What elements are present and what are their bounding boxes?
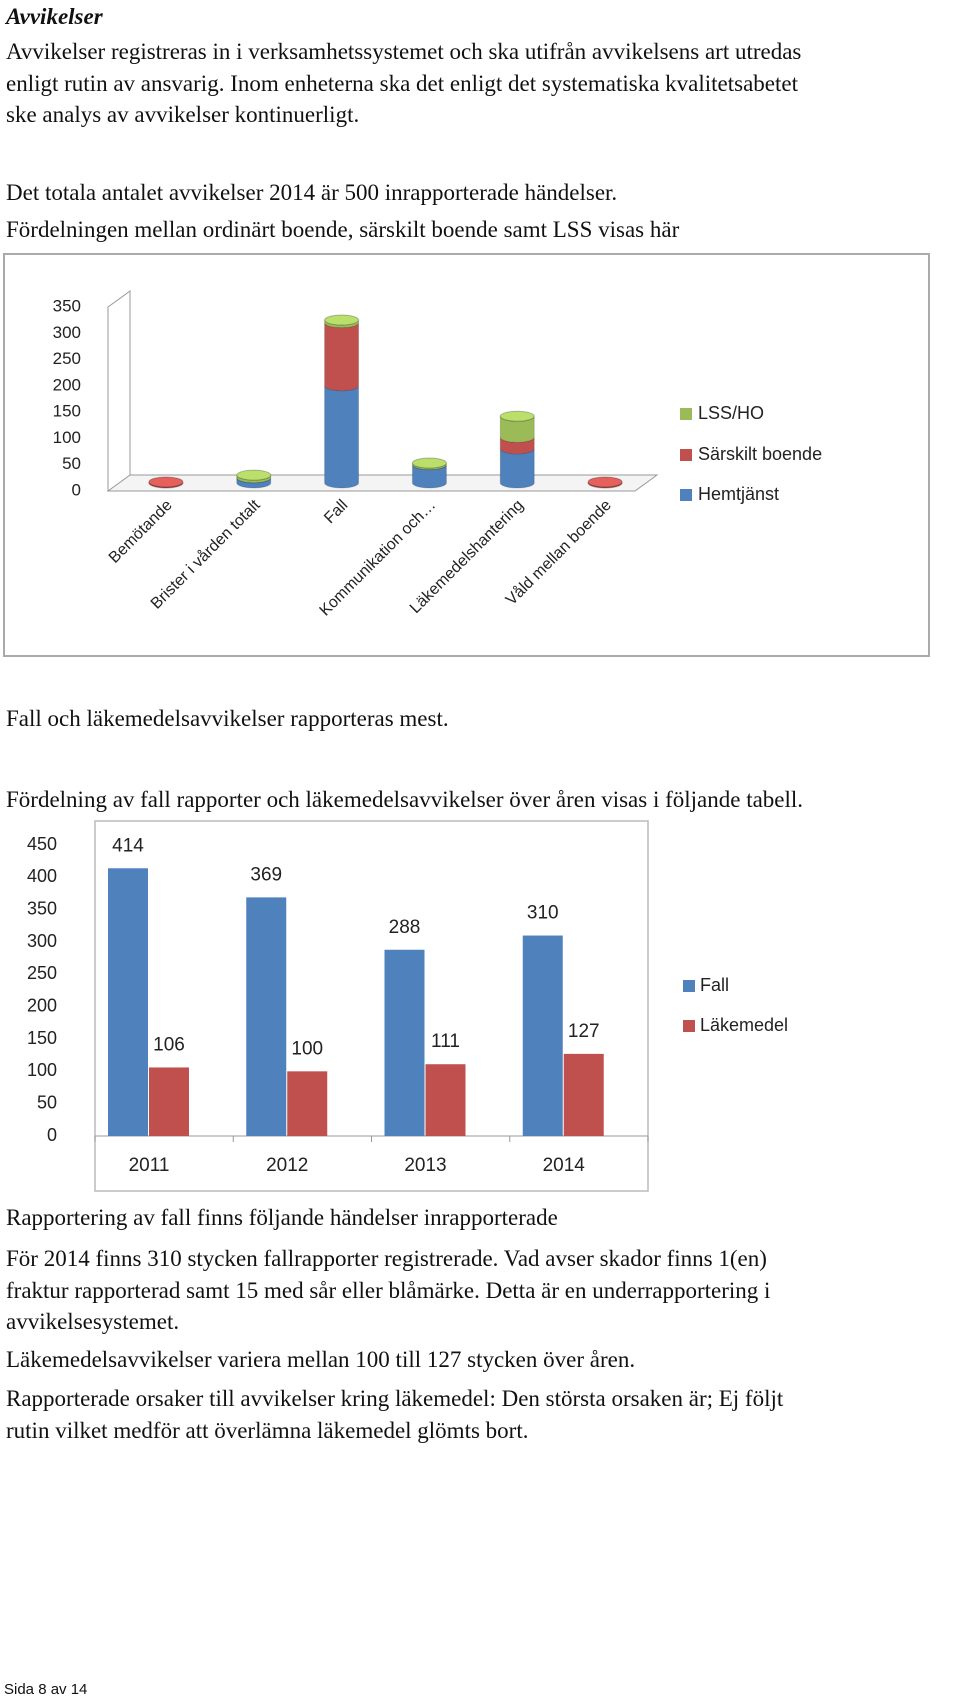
falls-text: För 2014 finns 310 stycken fallrapporter… [6,1243,770,1338]
bar [108,868,148,1136]
text-line: ske analys av avvikelser kontinuerligt. [6,102,360,127]
text-line: avvikelsesystemet. [6,1309,180,1334]
y-tick-label: 300 [53,323,81,342]
legend-swatch [680,408,692,420]
legend-label: Läkemedel [700,1015,788,1035]
bar-cap [499,410,535,422]
y-tick-label: 100 [27,1060,57,1080]
heading: Avvikelser [6,4,103,29]
y-tick-label: 50 [62,454,81,473]
x-tick-label: 2013 [404,1155,446,1176]
legend-label: Särskilt boende [698,444,822,464]
bar [149,1067,189,1136]
bar-cap [411,457,447,469]
y-tick-label: 300 [27,931,57,951]
bar-cap [236,469,272,481]
causes: Rapporterade orsaker till avvikelser kri… [6,1383,783,1446]
legend-swatch [680,489,692,501]
x-tick-label: 2014 [543,1155,586,1176]
text-line: enligt rutin av ansvarig. Inom enheterna… [6,70,798,96]
legend-label: LSS/HO [698,403,764,423]
data-label: 111 [431,1031,460,1052]
text-line: Avvikelser registreras in i verksamhetss… [6,39,802,64]
text-line: För 2014 finns 310 stycken fallrapporter… [6,1246,767,1271]
legend-swatch [683,980,695,992]
legend-label: Hemtjänst [698,484,779,504]
y-tick-label: 250 [27,963,57,983]
bar-cap [587,476,623,488]
data-label: 100 [291,1038,323,1059]
floor [106,474,659,492]
y-tick-label: 200 [27,995,57,1015]
bar-segment [324,322,360,392]
y-tick-label: 0 [47,1125,57,1145]
bar [522,935,563,1136]
note: Fördelning av fall rapporter och läkemed… [6,787,804,812]
chart-border [94,820,649,1192]
legend-swatch [680,449,692,461]
summary: Det totala antalet avvikelser 2014 är 50… [6,174,679,248]
y-tick-label: 350 [27,898,57,918]
chart-border [3,253,930,657]
bar [563,1053,604,1136]
medication: Läkemedelsavvikelser variera mellan 100 … [6,1347,636,1372]
y-tick-label: 400 [27,866,57,886]
y-tick-label: 150 [53,402,81,421]
text-line: rutin vilket medför att överlämna läkeme… [6,1417,529,1443]
x-tick-label: 2012 [266,1155,308,1176]
back-wall [107,290,131,491]
data-label: 106 [153,1034,185,1055]
y-tick-label: 350 [53,296,81,315]
y-tick-label: 100 [53,428,81,447]
falls-heading: Rapportering av fall finns följande händ… [6,1205,558,1230]
y-tick-label: 250 [53,349,81,368]
data-label: 127 [568,1021,600,1042]
bar-cap [324,314,360,326]
footer: Sida 8 av 14 [4,1681,88,1698]
y-tick-label: 150 [27,1028,57,1048]
bar [384,949,425,1136]
legend-label: Fall [700,975,729,995]
bar [246,897,287,1136]
y-tick-label: 450 [27,834,57,854]
bar-segment [499,448,535,489]
data-label: 414 [112,835,144,856]
bar [287,1071,328,1136]
y-tick-label: 0 [72,480,81,499]
note: Fall och läkemedelsavvikelser rapportera… [6,706,449,731]
grouped-bar-chart: 0 50 100 150 200 250 300 350 400 450 414 106 2011 369… [27,820,788,1192]
text-line: Det totala antalet avvikelser 2014 är 50… [6,180,618,205]
x-tick-label: 2011 [129,1155,170,1176]
y-tick-label: 200 [53,375,81,394]
bar-segment [324,385,360,489]
y-tick-label: 50 [37,1092,57,1112]
data-label: 288 [389,917,421,938]
text-line: Fördelningen mellan ordinärt boende, sär… [6,217,680,242]
text-line: fraktur rapporterad samt 15 med sår elle… [6,1277,771,1303]
legend-swatch [683,1020,695,1032]
bar-cap [148,476,184,488]
text-line: Rapporterade orsaker till avvikelser kri… [6,1386,784,1411]
bar [425,1064,466,1136]
intro: Avvikelser registreras in i verksamhetss… [6,36,801,131]
data-label: 310 [527,903,559,924]
data-label: 369 [250,864,282,885]
